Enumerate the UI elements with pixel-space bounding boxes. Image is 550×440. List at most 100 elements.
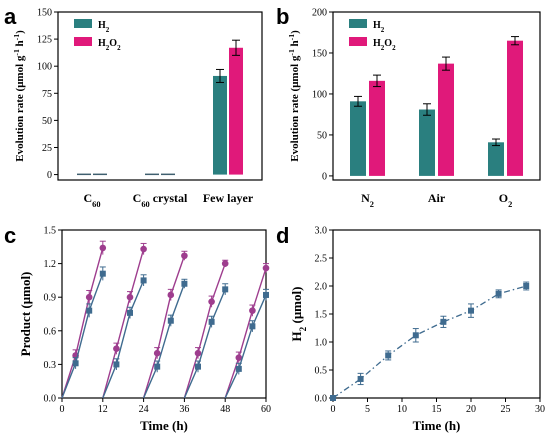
x-category-label: Air bbox=[428, 191, 446, 205]
h2-point bbox=[86, 307, 93, 314]
y-tick-label: 2.0 bbox=[315, 282, 328, 293]
h2-point bbox=[357, 375, 364, 382]
panel-c-letter: c bbox=[4, 223, 16, 248]
h2-fit-line bbox=[61, 273, 104, 399]
h2-point bbox=[385, 352, 392, 359]
x-tick-label: 15 bbox=[432, 404, 442, 415]
legend-label: H2O2 bbox=[373, 38, 396, 52]
x-category-label: Few layer bbox=[203, 191, 254, 205]
y-axis-label: H2 (μmol) bbox=[289, 287, 308, 342]
x-tick-label: 24 bbox=[139, 404, 149, 415]
legend-swatch bbox=[349, 19, 367, 28]
bar-h2o2 bbox=[229, 47, 243, 175]
x-category-label: C60 crystal bbox=[133, 191, 188, 209]
x-axis-label: Time (h) bbox=[413, 418, 461, 433]
panel-a-letter: a bbox=[4, 4, 17, 29]
h2o2-point bbox=[85, 293, 93, 301]
y-tick-label: 2.5 bbox=[315, 254, 328, 265]
y-tick-label: 100 bbox=[312, 89, 327, 100]
y-tick-label: 50 bbox=[42, 116, 52, 127]
y-tick-label: 125 bbox=[37, 35, 52, 46]
h2o2-point bbox=[221, 260, 229, 267]
h2-fit-line bbox=[102, 280, 145, 399]
h2o2-point bbox=[99, 244, 107, 252]
y-axis-label: Evolution rate (μmol g-1 h-1) bbox=[12, 30, 27, 162]
y-axis-label: Evolution rate (μmol g-1 h-1) bbox=[287, 30, 302, 162]
y-tick-label: 0.0 bbox=[44, 394, 57, 405]
y-tick-label: 100 bbox=[37, 62, 52, 73]
x-tick-label: 0 bbox=[60, 404, 65, 415]
h2-point bbox=[127, 309, 133, 316]
h2-point bbox=[72, 360, 79, 367]
chart-panel-b: 0 50 100 150 200 N2 Air O2 H2 H2O2 Evolution rate … bbox=[287, 8, 541, 209]
h2-point bbox=[222, 286, 229, 293]
x-tick-label: 5 bbox=[365, 404, 370, 415]
legend-label: H2 bbox=[373, 20, 385, 34]
legend-label: H2O2 bbox=[98, 38, 121, 52]
h2o2-point bbox=[113, 345, 120, 353]
h2o2-point bbox=[167, 291, 175, 299]
h2-point bbox=[235, 365, 242, 372]
y-tick-label: 0.0 bbox=[315, 394, 328, 405]
h2o2-fit-line bbox=[61, 247, 104, 399]
h2-series-line bbox=[332, 285, 527, 399]
h2-point bbox=[140, 277, 147, 284]
y-tick-label: 0.3 bbox=[44, 360, 57, 371]
y-tick-label: 50 bbox=[317, 130, 327, 141]
bar-h2 bbox=[145, 173, 159, 176]
chart-panel-d: 0.0 0.5 1.0 1.5 2.0 2.5 3.0 0 5 10 15 20 25 30 Time (h… bbox=[289, 226, 545, 434]
h2-point bbox=[249, 323, 256, 330]
y-tick-label: 1.2 bbox=[44, 259, 57, 270]
h2o2-point bbox=[262, 264, 270, 272]
x-category-label: C60 bbox=[83, 191, 100, 209]
y-tick-label: 1.5 bbox=[315, 310, 328, 321]
h2-point bbox=[440, 318, 447, 325]
h2o2-point bbox=[235, 354, 243, 361]
h2-point bbox=[412, 332, 419, 339]
y-tick-label: 25 bbox=[42, 143, 52, 154]
legend-swatch bbox=[349, 37, 367, 46]
y-tick-label: 200 bbox=[312, 8, 327, 19]
h2-point bbox=[208, 318, 215, 325]
legend-label: H2 bbox=[98, 20, 110, 34]
legend-swatch bbox=[74, 37, 92, 46]
y-tick-label: 0.9 bbox=[44, 293, 57, 304]
h2o2-fit-line bbox=[224, 267, 267, 399]
y-tick-label: 1.5 bbox=[44, 226, 57, 237]
plot-frame bbox=[61, 229, 267, 399]
y-tick-label: 0 bbox=[47, 170, 52, 181]
h2-point bbox=[263, 291, 269, 298]
bar-h2 bbox=[350, 101, 366, 176]
x-tick-label: 30 bbox=[535, 404, 545, 415]
y-tick-label: 3.0 bbox=[315, 226, 328, 237]
x-tick-label: 25 bbox=[501, 404, 511, 415]
h2o2-point bbox=[140, 245, 147, 253]
h2o2-point bbox=[194, 349, 202, 357]
x-axis-label: Time (h) bbox=[140, 418, 188, 433]
x-category-label: N2 bbox=[361, 191, 374, 209]
y-axis-label: Product (μmol) bbox=[18, 272, 33, 357]
bar-h2 bbox=[77, 173, 91, 176]
h2o2-fit-line bbox=[142, 255, 186, 399]
h2o2-fit-line bbox=[102, 248, 145, 399]
bar-h2o2 bbox=[93, 173, 107, 176]
chart-panel-c: 0.0 0.3 0.6 0.9 1.2 1.5 0 12 24 36 48 60 Time (h) Pro… bbox=[18, 226, 271, 434]
plot-frame bbox=[332, 229, 541, 399]
x-tick-label: 60 bbox=[261, 404, 271, 415]
bar-h2o2 bbox=[507, 40, 523, 176]
legend-swatch bbox=[74, 19, 92, 28]
h2-fit-line bbox=[224, 294, 267, 399]
y-tick-label: 0.5 bbox=[315, 366, 328, 377]
plot-frame bbox=[57, 11, 263, 181]
h2-point bbox=[154, 363, 161, 370]
y-tick-label: 0.6 bbox=[44, 326, 57, 337]
h2o2-point bbox=[208, 298, 215, 305]
h2-point bbox=[181, 280, 188, 287]
y-tick-label: 0 bbox=[322, 171, 327, 182]
x-category-label: O2 bbox=[499, 191, 513, 209]
h2-point bbox=[495, 290, 502, 297]
chart-panel-a: 0 25 50 75 100 125 150 C60 C60 crystal Few layer H… bbox=[12, 8, 263, 209]
h2-point bbox=[330, 395, 336, 401]
bar-h2o2 bbox=[369, 80, 385, 176]
